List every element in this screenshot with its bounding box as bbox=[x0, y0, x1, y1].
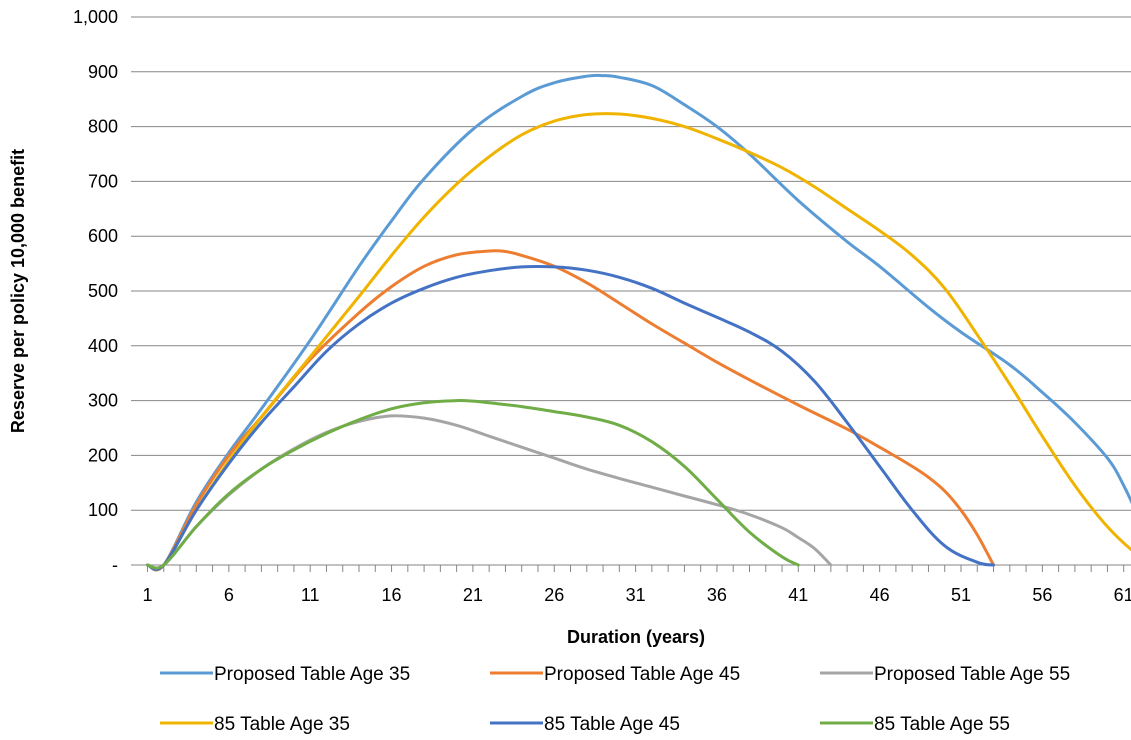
x-tick-label: 16 bbox=[382, 585, 402, 605]
y-tick-label: 500 bbox=[88, 281, 118, 301]
x-tick-label: 1 bbox=[142, 585, 152, 605]
x-tick-label: 31 bbox=[626, 585, 646, 605]
x-tick-label: 26 bbox=[544, 585, 564, 605]
y-tick-label: 800 bbox=[88, 117, 118, 137]
x-axis-ticks bbox=[147, 565, 1125, 572]
legend-label: Proposed Table Age 45 bbox=[544, 664, 740, 685]
x-tick-label: 21 bbox=[463, 585, 483, 605]
x-tick-label: 61 bbox=[1114, 585, 1131, 605]
legend-label: 85 Table Age 45 bbox=[544, 714, 680, 735]
legend: Proposed Table Age 35 Proposed Table Age … bbox=[160, 664, 1070, 735]
y-tick-label: 400 bbox=[88, 336, 118, 356]
y-tick-label: 100 bbox=[88, 500, 118, 520]
x-tick-label: 51 bbox=[951, 585, 971, 605]
y-tick-label: 900 bbox=[88, 62, 118, 82]
series-line-2 bbox=[146, 249, 995, 572]
gridlines bbox=[131, 16, 1131, 511]
y-axis-tick-labels: - 100 200 300 400 500 600 700 800 900 1,000 bbox=[73, 7, 118, 575]
series-lines bbox=[146, 73, 1131, 572]
x-tick-label: 6 bbox=[224, 585, 234, 605]
legend-label: Proposed Table Age 55 bbox=[874, 664, 1070, 685]
legend-label: 85 Table Age 35 bbox=[214, 714, 350, 735]
series-line-4 bbox=[146, 112, 1131, 571]
legend-label: Proposed Table Age 35 bbox=[214, 664, 410, 685]
x-tick-label: 46 bbox=[870, 585, 890, 605]
y-axis-title: Reserve per policy 10,000 benefit bbox=[8, 149, 28, 433]
x-tick-label: 11 bbox=[301, 585, 320, 605]
y-tick-label: 700 bbox=[88, 171, 118, 191]
x-tick-label: 41 bbox=[788, 585, 808, 605]
series-line-1 bbox=[146, 73, 1131, 572]
x-tick-label: 56 bbox=[1032, 585, 1052, 605]
x-axis-tick-labels: 1 6 11 16 21 26 31 36 41 46 51 56 61 bbox=[142, 585, 1131, 605]
x-axis-title: Duration (years) bbox=[567, 627, 705, 647]
y-tick-label: 300 bbox=[88, 391, 118, 411]
x-tick-label: 36 bbox=[707, 585, 727, 605]
y-tick-label: - bbox=[112, 555, 118, 575]
y-tick-label: 1,000 bbox=[73, 7, 118, 27]
y-tick-label: 200 bbox=[88, 445, 118, 465]
series-line-5 bbox=[146, 264, 995, 571]
y-tick-label: 600 bbox=[88, 226, 118, 246]
series-line-6 bbox=[146, 399, 800, 570]
legend-label: 85 Table Age 55 bbox=[874, 714, 1010, 735]
